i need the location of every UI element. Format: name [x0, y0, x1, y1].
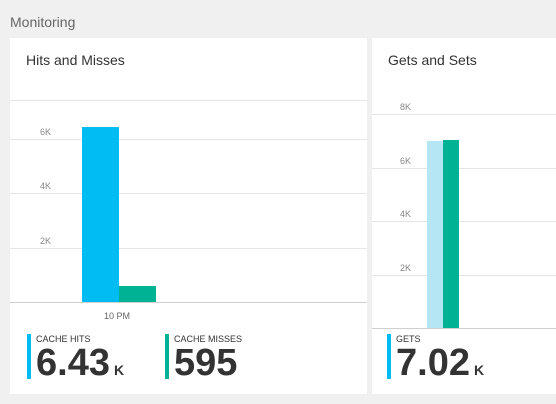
metric-label: CACHE MISSES: [174, 334, 243, 344]
metric-value-row: 7.02 K: [396, 342, 485, 388]
bar-cache-misses[interactable]: [119, 286, 156, 302]
section-title: Monitoring: [10, 14, 76, 30]
y-tick-label: 4K: [40, 181, 52, 191]
gridline: [10, 139, 367, 140]
metric-value: 6.43: [36, 342, 110, 384]
y-tick-label: 2K: [400, 263, 412, 273]
y-tick-label: 8K: [400, 102, 412, 112]
y-tick-label: 6K: [40, 127, 52, 137]
metric-label: CACHE HITS: [36, 334, 91, 344]
y-tick-label: 4K: [400, 209, 412, 219]
gridline: [372, 114, 556, 115]
metric-gets[interactable]: GETS 7.02 K: [387, 334, 484, 382]
metric-label: GETS: [396, 334, 421, 344]
cache-hits-accent-bar: [27, 334, 31, 379]
tile-title-hits-misses: Hits and Misses: [26, 52, 125, 68]
bar-cache-hits[interactable]: [82, 127, 119, 302]
metric-cache-misses[interactable]: CACHE MISSES 595: [165, 334, 243, 384]
metric-value-row: 6.43 K: [36, 342, 125, 388]
bar-gets[interactable]: [443, 140, 459, 328]
x-axis-label: 10 PM: [104, 311, 131, 321]
gets-sets-chart: 2K 4K 6K 8K: [372, 38, 556, 330]
gridline: [10, 248, 367, 249]
gridline: [372, 275, 556, 276]
y-tick-label: 2K: [40, 236, 52, 246]
metric-cache-hits[interactable]: CACHE HITS 6.43 K: [27, 334, 124, 382]
metric-unit: K: [473, 362, 485, 378]
gridline: [10, 193, 367, 194]
gridline: [372, 221, 556, 222]
gridline: [372, 168, 556, 169]
x-axis-baseline: [10, 302, 367, 303]
hits-and-misses-tile[interactable]: Hits and Misses 2K 4K 6K 10 PM CACHE HITS …: [10, 38, 367, 394]
cache-misses-accent-bar: [165, 334, 169, 379]
metric-value: 595: [174, 342, 238, 384]
x-axis-baseline: [372, 328, 556, 329]
y-tick-label: 6K: [400, 156, 412, 166]
bar-series-0[interactable]: [427, 141, 443, 328]
metric-value-row: 595: [174, 342, 242, 384]
gets-accent-bar: [387, 334, 391, 379]
tile-title-gets-sets: Gets and Sets: [388, 52, 477, 68]
metric-unit: K: [113, 362, 125, 378]
metric-value: 7.02: [396, 342, 470, 384]
hits-misses-chart: 2K 4K 6K: [10, 38, 367, 328]
gridline: [10, 100, 367, 101]
gets-and-sets-tile[interactable]: Gets and Sets 2K 4K 6K 8K GETS 7.02 K: [372, 38, 556, 394]
